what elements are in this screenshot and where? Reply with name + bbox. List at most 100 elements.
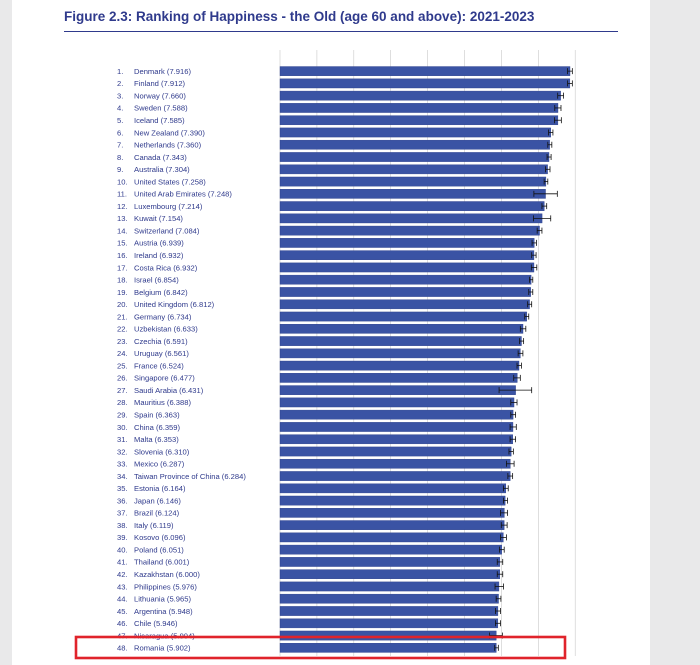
country-label: Kosovo (6.096) [134, 533, 186, 542]
bar [279, 287, 531, 297]
country-label: United Arab Emirates (7.248) [134, 190, 232, 199]
country-label: Lithuania (5.965) [134, 595, 191, 604]
rank-label: 34. [117, 472, 128, 481]
rank-label: 45. [117, 607, 128, 616]
country-label: Singapore (6.477) [134, 374, 195, 383]
bar [279, 324, 524, 334]
bar [279, 581, 500, 592]
rank-label: 24. [117, 349, 128, 358]
bar [279, 348, 521, 359]
bar [279, 471, 511, 481]
rank-label: 16. [117, 251, 128, 260]
rank-label: 17. [117, 263, 128, 272]
bar [279, 569, 501, 580]
bar [279, 520, 505, 530]
rank-label: 8. [117, 153, 123, 162]
rank-label: 32. [117, 447, 128, 456]
country-label: Romania (5.902) [134, 644, 191, 653]
rank-label: 42. [117, 570, 128, 579]
rank-label: 21. [117, 312, 128, 321]
rank-label: 48. [117, 644, 128, 653]
bar [279, 201, 545, 211]
rank-label: 30. [117, 423, 128, 432]
bar [279, 643, 497, 653]
bar [279, 78, 571, 89]
rank-label: 18. [117, 276, 128, 285]
country-label: Sweden (7.588) [134, 104, 188, 113]
rank-label: 1. [117, 67, 123, 76]
country-label: Spain (6.363) [134, 410, 180, 419]
rank-label: 37. [117, 509, 128, 518]
rank-label: 22. [117, 325, 128, 334]
rank-label: 43. [117, 582, 128, 591]
bar [279, 66, 571, 76]
rank-label: 7. [117, 141, 123, 150]
country-label: Chile (5.946) [134, 619, 178, 628]
country-label: Belgium (6.842) [134, 288, 188, 297]
country-label: Uzbekistan (6.633) [134, 325, 198, 334]
rank-label: 15. [117, 239, 128, 248]
country-label: Japan (6.146) [134, 496, 181, 505]
country-label: Germany (6.734) [134, 312, 192, 321]
bar [279, 385, 516, 395]
rank-label: 29. [117, 410, 128, 419]
rank-label: 12. [117, 202, 128, 211]
rank-label: 11. [117, 190, 127, 199]
bar [279, 238, 535, 248]
bar [279, 458, 511, 469]
country-label: Canada (7.343) [134, 153, 187, 162]
country-label: Israel (6.854) [134, 276, 179, 285]
bar [279, 397, 515, 408]
rank-label: 23. [117, 337, 128, 346]
bar [279, 495, 506, 506]
bar [279, 544, 502, 555]
bar [279, 189, 546, 199]
bar [279, 213, 543, 224]
country-label: Austria (6.939) [134, 239, 184, 248]
rank-label: 36. [117, 496, 128, 505]
bar [279, 164, 548, 175]
rank-label: 28. [117, 398, 128, 407]
country-label: Iceland (7.585) [134, 116, 185, 125]
country-label: Argentina (5.948) [134, 607, 193, 616]
rank-label: 38. [117, 521, 128, 530]
bar [279, 557, 501, 567]
country-label: United Kingdom (6.812) [134, 300, 215, 309]
bar [279, 446, 512, 457]
bar [279, 434, 513, 445]
bar [279, 630, 497, 641]
bar [279, 422, 514, 432]
bar [279, 373, 518, 383]
rank-label: 4. [117, 104, 123, 113]
rank-label: 6. [117, 128, 123, 137]
country-label: Netherlands (7.360) [134, 141, 202, 150]
country-label: Poland (6.051) [134, 545, 184, 554]
rank-label: 31. [117, 435, 128, 444]
bar [279, 262, 535, 273]
country-label: New Zealand (7.390) [134, 128, 205, 137]
country-label: Kuwait (7.154) [134, 214, 183, 223]
country-label: Malta (6.353) [134, 435, 179, 444]
bar [279, 103, 559, 113]
bar [279, 127, 551, 138]
country-label: Mauritius (6.388) [134, 398, 191, 407]
country-label: Italy (6.119) [134, 521, 174, 530]
country-label: Brazil (6.124) [134, 509, 180, 518]
country-label: Denmark (7.916) [134, 67, 191, 76]
country-label: Taiwan Province of China (6.284) [134, 472, 246, 481]
country-label: Saudi Arabia (6.431) [134, 386, 204, 395]
country-label: Switzerland (7.084) [134, 226, 200, 235]
bar [279, 409, 514, 420]
rank-label: 41. [117, 558, 128, 567]
country-label: China (6.359) [134, 423, 180, 432]
rank-label: 19. [117, 288, 128, 297]
rank-label: 40. [117, 545, 128, 554]
rank-label: 25. [117, 361, 128, 370]
bar [279, 139, 550, 150]
rank-label: 13. [117, 214, 128, 223]
bar [279, 311, 527, 322]
country-label: Czechia (6.591) [134, 337, 188, 346]
rank-label: 5. [117, 116, 123, 125]
viewer-margin-right [650, 0, 700, 665]
